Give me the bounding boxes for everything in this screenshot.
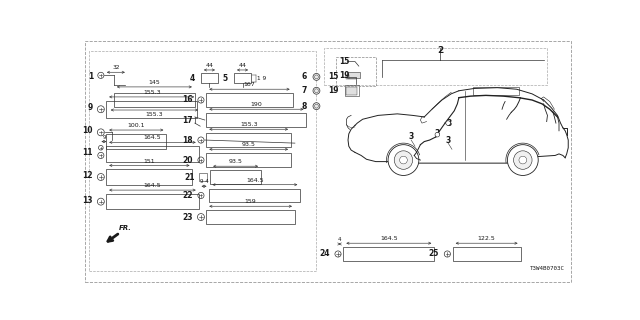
Bar bbox=[348, 72, 360, 78]
Text: 164.5: 164.5 bbox=[246, 178, 264, 183]
Text: 25: 25 bbox=[429, 250, 439, 259]
Circle shape bbox=[399, 156, 407, 164]
Text: 100.1: 100.1 bbox=[127, 123, 145, 128]
Bar bbox=[473, 87, 519, 95]
Bar bbox=[206, 133, 291, 147]
Text: 4: 4 bbox=[189, 74, 195, 83]
Bar bbox=[336, 57, 376, 86]
Text: 20: 20 bbox=[182, 156, 193, 164]
Text: 8: 8 bbox=[301, 102, 307, 111]
Text: 151: 151 bbox=[143, 158, 155, 164]
Bar bbox=[106, 134, 166, 149]
Circle shape bbox=[394, 151, 413, 169]
Text: 24: 24 bbox=[319, 250, 330, 259]
Text: 122.5: 122.5 bbox=[477, 236, 495, 241]
Circle shape bbox=[313, 73, 320, 80]
Text: 145: 145 bbox=[148, 80, 160, 85]
Bar bbox=[324, 48, 547, 84]
Bar bbox=[206, 93, 292, 107]
Text: 22: 22 bbox=[182, 191, 193, 200]
Bar bbox=[106, 169, 193, 185]
Circle shape bbox=[435, 132, 440, 137]
Text: 155.3: 155.3 bbox=[145, 112, 163, 117]
Text: 7: 7 bbox=[301, 86, 307, 95]
Text: 10: 10 bbox=[83, 126, 93, 135]
Text: 9: 9 bbox=[88, 103, 93, 112]
Bar bbox=[234, 73, 251, 84]
Text: T3W4B0703C: T3W4B0703C bbox=[530, 266, 565, 271]
Text: 167: 167 bbox=[244, 82, 255, 87]
Text: 159: 159 bbox=[244, 199, 257, 204]
Text: 6: 6 bbox=[301, 72, 307, 81]
Text: 3: 3 bbox=[435, 129, 440, 138]
Text: 3: 3 bbox=[445, 136, 451, 145]
Bar bbox=[201, 73, 218, 84]
Text: 164.5: 164.5 bbox=[143, 183, 161, 188]
Bar bbox=[106, 194, 198, 209]
Circle shape bbox=[313, 87, 320, 94]
Bar bbox=[206, 153, 291, 167]
Text: 3: 3 bbox=[446, 119, 451, 128]
Text: 1: 1 bbox=[88, 72, 93, 81]
Bar bbox=[114, 93, 195, 107]
Text: 19: 19 bbox=[328, 86, 339, 95]
Text: 1 9: 1 9 bbox=[257, 76, 266, 81]
Text: 164.5: 164.5 bbox=[143, 135, 161, 140]
Bar bbox=[346, 75, 356, 79]
Bar bbox=[345, 85, 359, 96]
Text: 4: 4 bbox=[338, 237, 341, 242]
Text: 11: 11 bbox=[83, 148, 93, 157]
Bar bbox=[210, 170, 261, 184]
Bar bbox=[106, 146, 198, 162]
Circle shape bbox=[519, 156, 527, 164]
Text: 13: 13 bbox=[83, 196, 93, 204]
Bar bbox=[344, 247, 435, 261]
Text: 16: 16 bbox=[182, 95, 193, 105]
Text: FR.: FR. bbox=[118, 225, 131, 231]
Text: 17: 17 bbox=[182, 116, 193, 124]
Text: 12: 12 bbox=[83, 171, 93, 180]
Circle shape bbox=[388, 145, 419, 175]
Text: 15: 15 bbox=[340, 57, 350, 66]
Text: 32: 32 bbox=[112, 65, 120, 70]
Circle shape bbox=[508, 145, 538, 175]
Circle shape bbox=[446, 121, 451, 125]
Text: 44: 44 bbox=[205, 63, 213, 68]
Circle shape bbox=[513, 151, 532, 169]
Bar bbox=[206, 113, 307, 127]
Text: 93.5: 93.5 bbox=[228, 159, 243, 164]
Bar bbox=[90, 51, 316, 271]
Text: 93.5: 93.5 bbox=[242, 142, 255, 147]
Text: 190: 190 bbox=[250, 102, 262, 107]
Bar bbox=[200, 173, 207, 181]
Text: 19: 19 bbox=[340, 71, 350, 80]
Circle shape bbox=[313, 103, 320, 110]
Text: 2: 2 bbox=[437, 46, 444, 55]
Bar bbox=[346, 87, 357, 95]
Text: 44: 44 bbox=[239, 63, 246, 68]
Text: 155.3: 155.3 bbox=[143, 90, 161, 95]
Text: 9 4: 9 4 bbox=[200, 179, 209, 184]
Bar bbox=[452, 247, 520, 261]
Text: 15: 15 bbox=[328, 72, 339, 81]
Bar bbox=[209, 188, 300, 203]
Text: 164.5: 164.5 bbox=[380, 236, 397, 241]
Bar bbox=[106, 101, 197, 118]
Text: 23: 23 bbox=[182, 212, 193, 221]
Bar bbox=[206, 210, 295, 224]
Text: 5: 5 bbox=[223, 74, 228, 83]
Text: 21: 21 bbox=[184, 172, 195, 181]
Text: 9: 9 bbox=[102, 135, 106, 140]
Text: 3: 3 bbox=[408, 132, 414, 141]
Text: 155.3: 155.3 bbox=[240, 122, 257, 127]
Text: 18: 18 bbox=[182, 136, 193, 145]
